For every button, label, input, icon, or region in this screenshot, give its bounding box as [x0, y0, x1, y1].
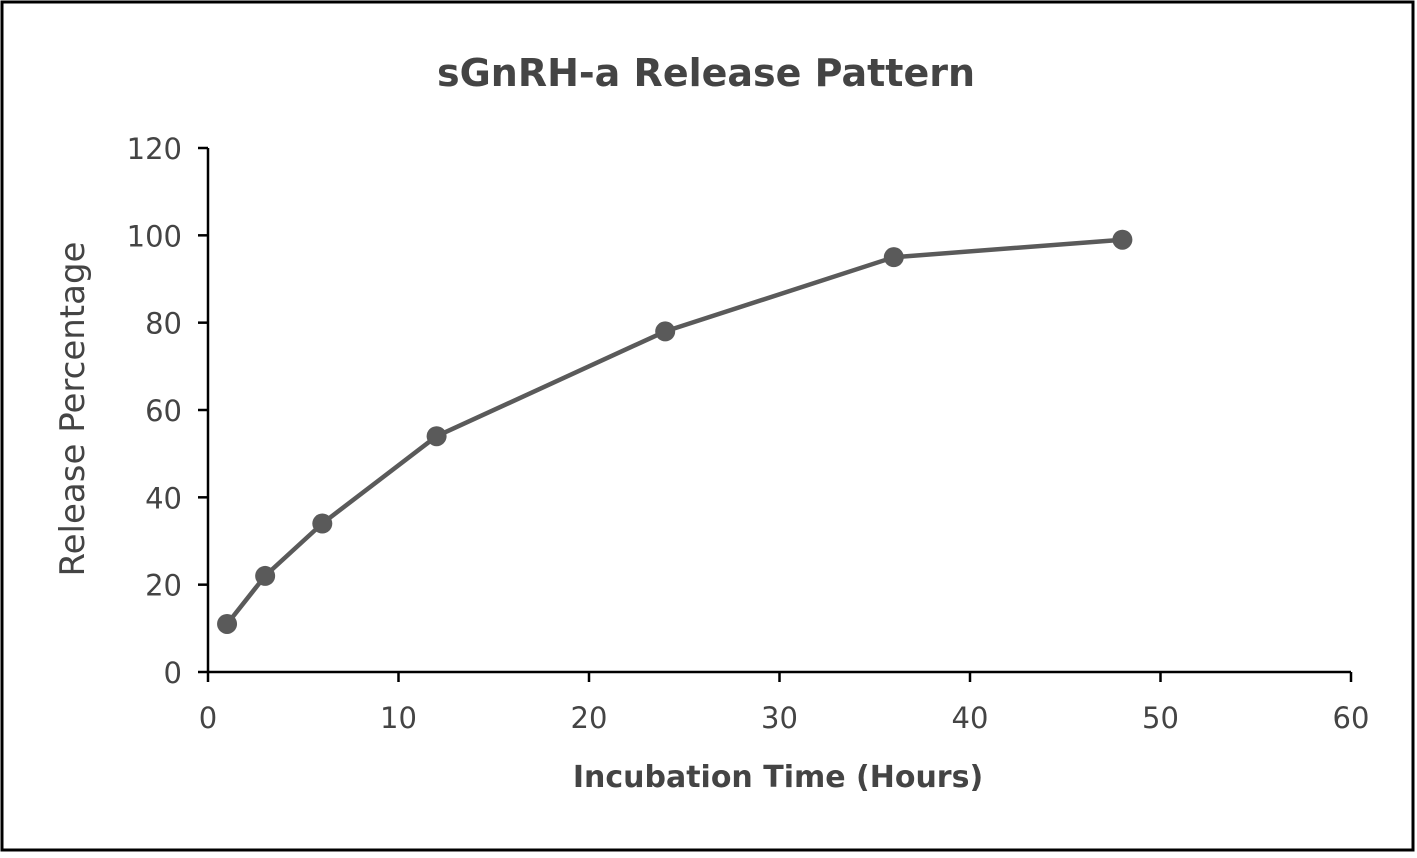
data-point [655, 321, 676, 342]
x-tick-label: 40 [952, 701, 989, 735]
data-point [255, 565, 276, 586]
y-tick-label: 100 [127, 219, 182, 253]
data-point [1112, 229, 1133, 250]
y-tick-label: 80 [145, 307, 182, 341]
data-point [426, 426, 447, 447]
x-tick-label: 0 [199, 701, 217, 735]
data-point [312, 513, 333, 534]
y-tick-label: 40 [145, 481, 182, 515]
y-tick-label: 0 [164, 656, 182, 690]
x-tick-label: 30 [761, 701, 798, 735]
data-point [217, 613, 238, 634]
chart-title: sGnRH-a Release Pattern [437, 51, 975, 95]
y-axis: 0 20 40 60 80 100 120 [127, 132, 210, 690]
y-tick-label: 60 [145, 394, 182, 428]
x-tick-label: 50 [1142, 701, 1179, 735]
x-tick-label: 10 [380, 701, 417, 735]
x-tick-label: 20 [571, 701, 608, 735]
series-layer [217, 229, 1133, 634]
y-tick-label: 120 [127, 132, 182, 166]
x-tick-label: 60 [1333, 701, 1370, 735]
data-point [883, 247, 904, 268]
y-axis-label: Release Percentage [53, 242, 93, 577]
y-tick-label: 20 [145, 569, 182, 603]
x-axis-label: Incubation Time (Hours) [573, 760, 983, 795]
x-axis: 0 10 20 30 40 50 60 [199, 670, 1370, 735]
